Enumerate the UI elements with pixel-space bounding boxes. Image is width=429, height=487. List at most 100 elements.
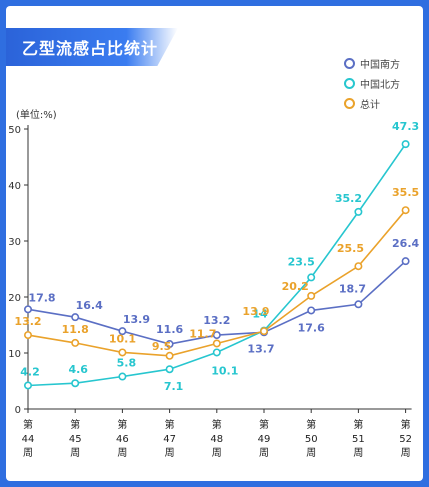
x-tick-label-line: 51 — [352, 434, 365, 445]
point-south-4 — [212, 331, 221, 340]
point-north-6 — [307, 273, 316, 282]
y-tick-label-40: 40 — [8, 181, 21, 192]
x-tick-label-line: 49 — [258, 434, 271, 445]
x-tick-label-line: 第 — [401, 418, 411, 431]
data-label-south-2: 13.9 — [123, 313, 150, 326]
x-tick-label-51: 第 51 周 — [352, 418, 365, 459]
x-tick-label-line: 第 — [117, 418, 127, 431]
point-total-7 — [354, 262, 363, 271]
point-south-6 — [307, 306, 316, 315]
x-tick-label-line: 第 — [212, 418, 222, 431]
x-tick-label-44: 第 44 周 — [22, 418, 35, 459]
x-tick-label-line: 第 — [259, 418, 269, 431]
data-label-total-8: 35.5 — [392, 186, 419, 199]
x-tick-label-line: 周 — [117, 447, 127, 459]
x-tick-label-line: 第 — [165, 418, 175, 431]
point-south-1 — [71, 313, 80, 322]
data-label-north-4: 10.1 — [211, 364, 238, 377]
point-total-3 — [165, 351, 174, 360]
data-label-south-6: 17.6 — [298, 321, 325, 334]
point-total-5 — [260, 327, 269, 336]
y-tick-label-50: 50 — [8, 125, 21, 136]
x-tick-label-line: 周 — [212, 447, 222, 459]
point-total-4 — [212, 339, 221, 348]
point-total-8 — [401, 206, 410, 215]
point-north-0 — [23, 381, 32, 390]
x-tick-label-line: 45 — [69, 434, 82, 445]
x-tick-label-line: 47 — [163, 434, 176, 445]
chart-card: 乙型流感占比统计 中国南方 中国北方 总计 (单位:%) 0 10 20 30 40 50… — [6, 6, 423, 481]
x-tick-label-48: 第 48 周 — [210, 418, 223, 459]
point-south-7 — [354, 300, 363, 309]
point-north-8 — [401, 140, 410, 149]
x-tick-label-50: 第 50 周 — [305, 418, 318, 459]
y-tick-label-0: 0 — [15, 405, 21, 416]
data-label-north-8: 47.3 — [392, 120, 419, 133]
x-tick-label-line: 第 — [23, 418, 33, 431]
data-label-north-2: 5.8 — [117, 357, 137, 370]
x-tick-label-line: 50 — [305, 434, 318, 445]
y-axis-unit-label: (单位:%) — [16, 110, 57, 121]
x-tick-label-line: 52 — [399, 434, 412, 445]
point-total-2 — [118, 348, 127, 357]
point-total-0 — [23, 331, 32, 340]
y-tick-label-30: 30 — [8, 237, 21, 248]
data-label-south-1: 16.4 — [76, 299, 103, 312]
x-tick-label-line: 第 — [306, 418, 316, 431]
data-label-total-7: 25.5 — [337, 242, 364, 255]
data-label-south-4: 13.2 — [203, 314, 230, 327]
data-label-north-1: 4.6 — [68, 363, 88, 376]
y-tick-label-10: 10 — [8, 349, 21, 360]
data-label-south-3: 11.6 — [156, 323, 183, 336]
x-tick-label-line: 周 — [23, 447, 33, 459]
data-label-total-6: 20.2 — [282, 280, 309, 293]
x-tick-label-line: 第 — [70, 418, 80, 431]
data-label-total-5: 13.9 — [242, 305, 269, 318]
point-south-0 — [23, 305, 32, 314]
point-north-2 — [118, 372, 127, 381]
chart-title: 乙型流感占比统计 — [22, 39, 159, 58]
data-label-south-0: 17.8 — [28, 291, 55, 304]
data-label-south-5: 13.7 — [247, 342, 274, 355]
x-tick-label-line: 周 — [306, 447, 316, 459]
point-north-4 — [212, 348, 221, 357]
x-tick-label-line: 周 — [165, 447, 175, 459]
x-tick-label-line: 周 — [70, 447, 80, 459]
data-label-total-4: 11.7 — [189, 327, 216, 340]
data-label-north-0: 4.2 — [20, 365, 40, 378]
x-tick-label-line: 周 — [353, 447, 363, 459]
title-banner — [6, 28, 178, 66]
point-south-8 — [401, 257, 410, 266]
point-north-1 — [71, 379, 80, 388]
legend-marker-north — [344, 78, 355, 89]
point-south-3 — [165, 340, 174, 349]
point-total-6 — [307, 291, 316, 300]
legend-label-total: 总计 — [360, 100, 380, 111]
point-north-7 — [354, 207, 363, 216]
legend-label-north: 中国北方 — [360, 80, 400, 91]
data-label-north-3: 7.1 — [164, 380, 184, 393]
data-label-north-5: 14 — [252, 308, 268, 321]
point-north-3 — [165, 365, 174, 374]
x-tick-label-line: 44 — [22, 434, 35, 445]
data-label-total-0: 13.2 — [14, 315, 41, 328]
legend-marker-total — [344, 98, 355, 109]
data-label-total-2: 10.1 — [109, 332, 136, 345]
x-tick-label-line: 周 — [259, 447, 269, 459]
x-tick-label-line: 46 — [116, 434, 129, 445]
x-tick-label-line: 第 — [353, 418, 363, 431]
data-label-total-3: 9.5 — [152, 340, 172, 353]
x-tick-label-46: 第 46 周 — [116, 418, 129, 459]
x-tick-label-49: 第 49 周 — [258, 418, 271, 459]
x-tick-label-45: 第 45 周 — [69, 418, 82, 459]
point-total-1 — [71, 338, 80, 347]
y-tick-label-20: 20 — [8, 293, 21, 304]
legend-label-south: 中国南方 — [360, 60, 400, 71]
point-south-2 — [118, 327, 127, 336]
legend-marker-south — [344, 58, 355, 69]
data-label-north-7: 35.2 — [335, 192, 362, 205]
x-tick-label-47: 第 47 周 — [163, 418, 176, 459]
data-label-total-1: 11.8 — [62, 323, 89, 336]
data-label-south-7: 18.7 — [339, 282, 366, 295]
